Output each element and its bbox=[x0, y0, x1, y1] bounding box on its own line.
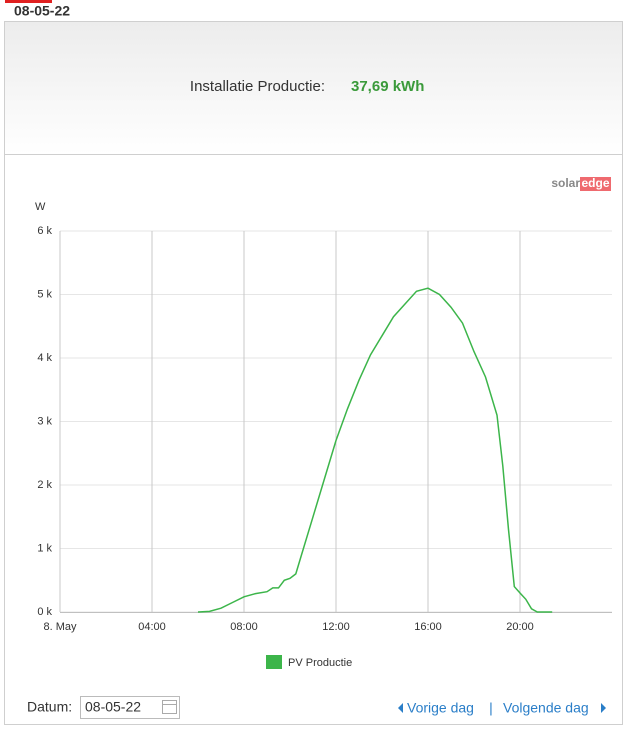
y-tick-label: 6 k bbox=[37, 225, 52, 237]
x-tick-label: 08:00 bbox=[230, 621, 258, 633]
y-tick-label: 4 k bbox=[37, 352, 52, 364]
y-tick-label: 0 k bbox=[37, 606, 52, 618]
summary-panel bbox=[4, 21, 623, 155]
summary-label: Installatie Productie: bbox=[190, 78, 325, 95]
y-axis-title: W bbox=[35, 201, 46, 213]
logo-box bbox=[580, 177, 611, 191]
plot: 0 k 1 k 2 k 3 k 4 k 5 k 6 k 8. May 04:00 08:00 12:… bbox=[37, 225, 612, 633]
series-line bbox=[197, 287, 553, 613]
tab-marker bbox=[5, 0, 52, 3]
next-day-link[interactable]: Volgende dag bbox=[503, 700, 589, 716]
date-label: Datum: bbox=[27, 699, 72, 715]
legend-label: PV Productie bbox=[288, 657, 352, 669]
prev-day-link[interactable]: Vorige dag bbox=[407, 700, 474, 716]
header-date: 08-05-22 bbox=[14, 3, 70, 19]
x-tick-label: 8. May bbox=[43, 621, 77, 633]
y-tick-label: 5 k bbox=[37, 288, 52, 300]
chart-panel bbox=[4, 154, 623, 725]
x-tick-label: 12:00 bbox=[322, 621, 350, 633]
date-input[interactable] bbox=[80, 696, 180, 719]
link-separator: | bbox=[489, 700, 493, 716]
x-tick-label: 04:00 bbox=[138, 621, 166, 633]
prev-arrow[interactable] bbox=[398, 703, 403, 713]
calendar-icon[interactable] bbox=[162, 700, 177, 714]
x-tick-label: 16:00 bbox=[414, 621, 442, 633]
summary-value: 37,69 kWh bbox=[351, 78, 424, 95]
y-tick-label: 2 k bbox=[37, 479, 52, 491]
logo-solar: solar bbox=[551, 176, 580, 190]
logo-edge: edge bbox=[581, 176, 609, 190]
y-tick-label: 1 k bbox=[37, 542, 52, 554]
legend-swatch bbox=[266, 655, 282, 669]
next-arrow[interactable] bbox=[601, 703, 606, 713]
x-tick-label: 20:00 bbox=[506, 621, 534, 633]
y-tick-label: 3 k bbox=[37, 415, 52, 427]
date-input-value[interactable]: 08-05-22 bbox=[85, 699, 141, 715]
